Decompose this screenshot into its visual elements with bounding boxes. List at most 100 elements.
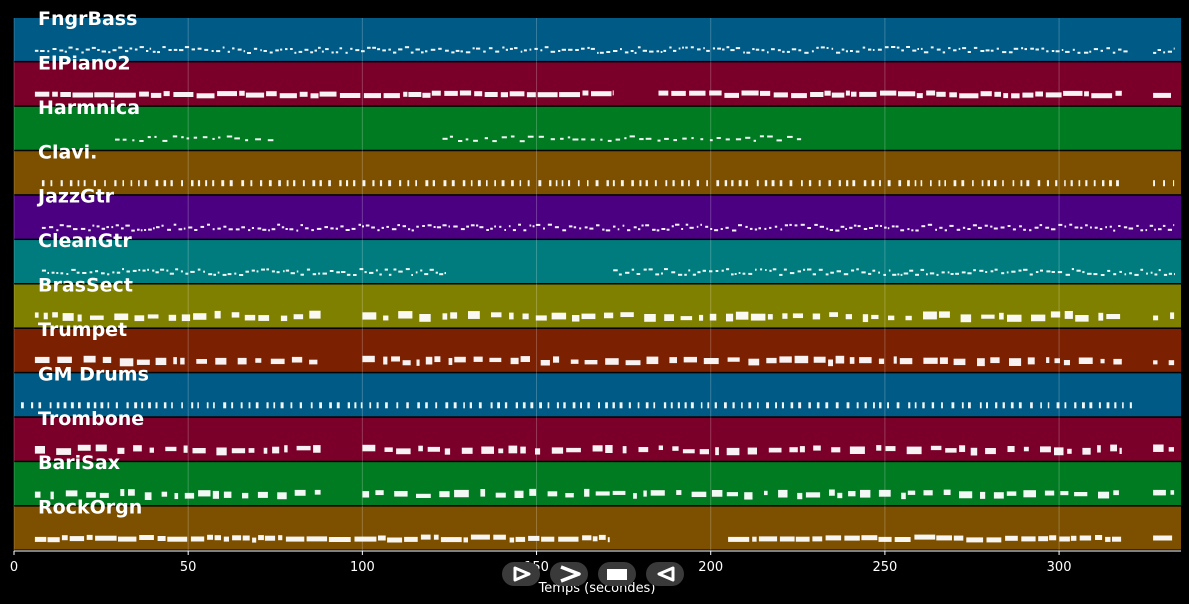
note [420,534,431,540]
note [136,359,150,365]
note [253,47,258,50]
note [927,223,933,226]
note [424,273,429,276]
note [774,225,778,228]
note [724,402,727,409]
note [1055,50,1060,53]
note [961,180,965,187]
note [1098,491,1110,499]
note [1041,47,1045,50]
note [384,447,393,452]
note [217,91,237,97]
note [170,180,173,187]
note [263,50,267,52]
note [1153,535,1173,541]
note [279,93,297,99]
note [780,228,783,231]
note [346,180,349,187]
note [499,225,502,228]
note [149,47,152,50]
note [1114,402,1117,409]
note [879,180,881,187]
note [1064,180,1066,187]
note [705,225,709,228]
note [1097,445,1101,453]
note [512,229,516,232]
note [961,271,966,274]
note [771,48,775,51]
note [260,49,262,52]
note [180,270,183,273]
note [671,271,676,274]
note [1077,51,1081,54]
note [863,228,868,230]
fast-forward-button[interactable] [550,562,588,586]
note [523,229,527,232]
play-button[interactable] [502,562,540,586]
note [114,313,129,321]
note [646,356,659,365]
note [553,356,560,363]
note [465,138,469,141]
note [871,314,879,320]
note [371,226,375,229]
note [476,47,481,50]
note [147,136,151,139]
note [1069,223,1073,226]
note [498,448,504,454]
note [700,223,702,226]
note [152,269,155,272]
note [1064,311,1073,319]
note [88,229,91,232]
note [828,359,833,367]
note [789,180,793,187]
note [901,492,906,500]
note [897,273,900,276]
note [1008,51,1013,54]
note [1006,491,1017,496]
note [522,402,526,409]
note [161,491,168,497]
note [328,537,351,542]
note [726,268,730,271]
note [1001,272,1005,275]
note [285,228,288,230]
note [47,272,49,274]
note [645,402,649,409]
note [241,226,245,229]
stop-button[interactable] [598,562,636,586]
note [155,271,159,274]
note [78,402,81,409]
note [709,270,713,273]
note [829,312,838,317]
note [824,90,831,96]
note [284,445,288,453]
note [188,226,193,229]
note [1046,180,1049,187]
note [181,136,184,139]
note [995,402,998,409]
note [849,357,855,364]
note [172,135,178,138]
note [529,48,532,51]
note [563,402,566,409]
note [469,402,472,409]
note [709,313,717,321]
note [147,268,149,271]
rewind-button[interactable] [646,562,684,586]
note [909,269,914,272]
note [300,273,304,276]
note [442,137,448,140]
track-name-label: GM Drums [38,363,149,385]
note [554,226,559,229]
note [887,402,889,409]
note [217,271,220,274]
note [688,269,691,272]
note [627,229,631,232]
note [73,228,78,231]
note [204,48,209,51]
note [439,491,450,498]
note [197,47,202,50]
note [235,228,240,231]
note [898,180,902,187]
